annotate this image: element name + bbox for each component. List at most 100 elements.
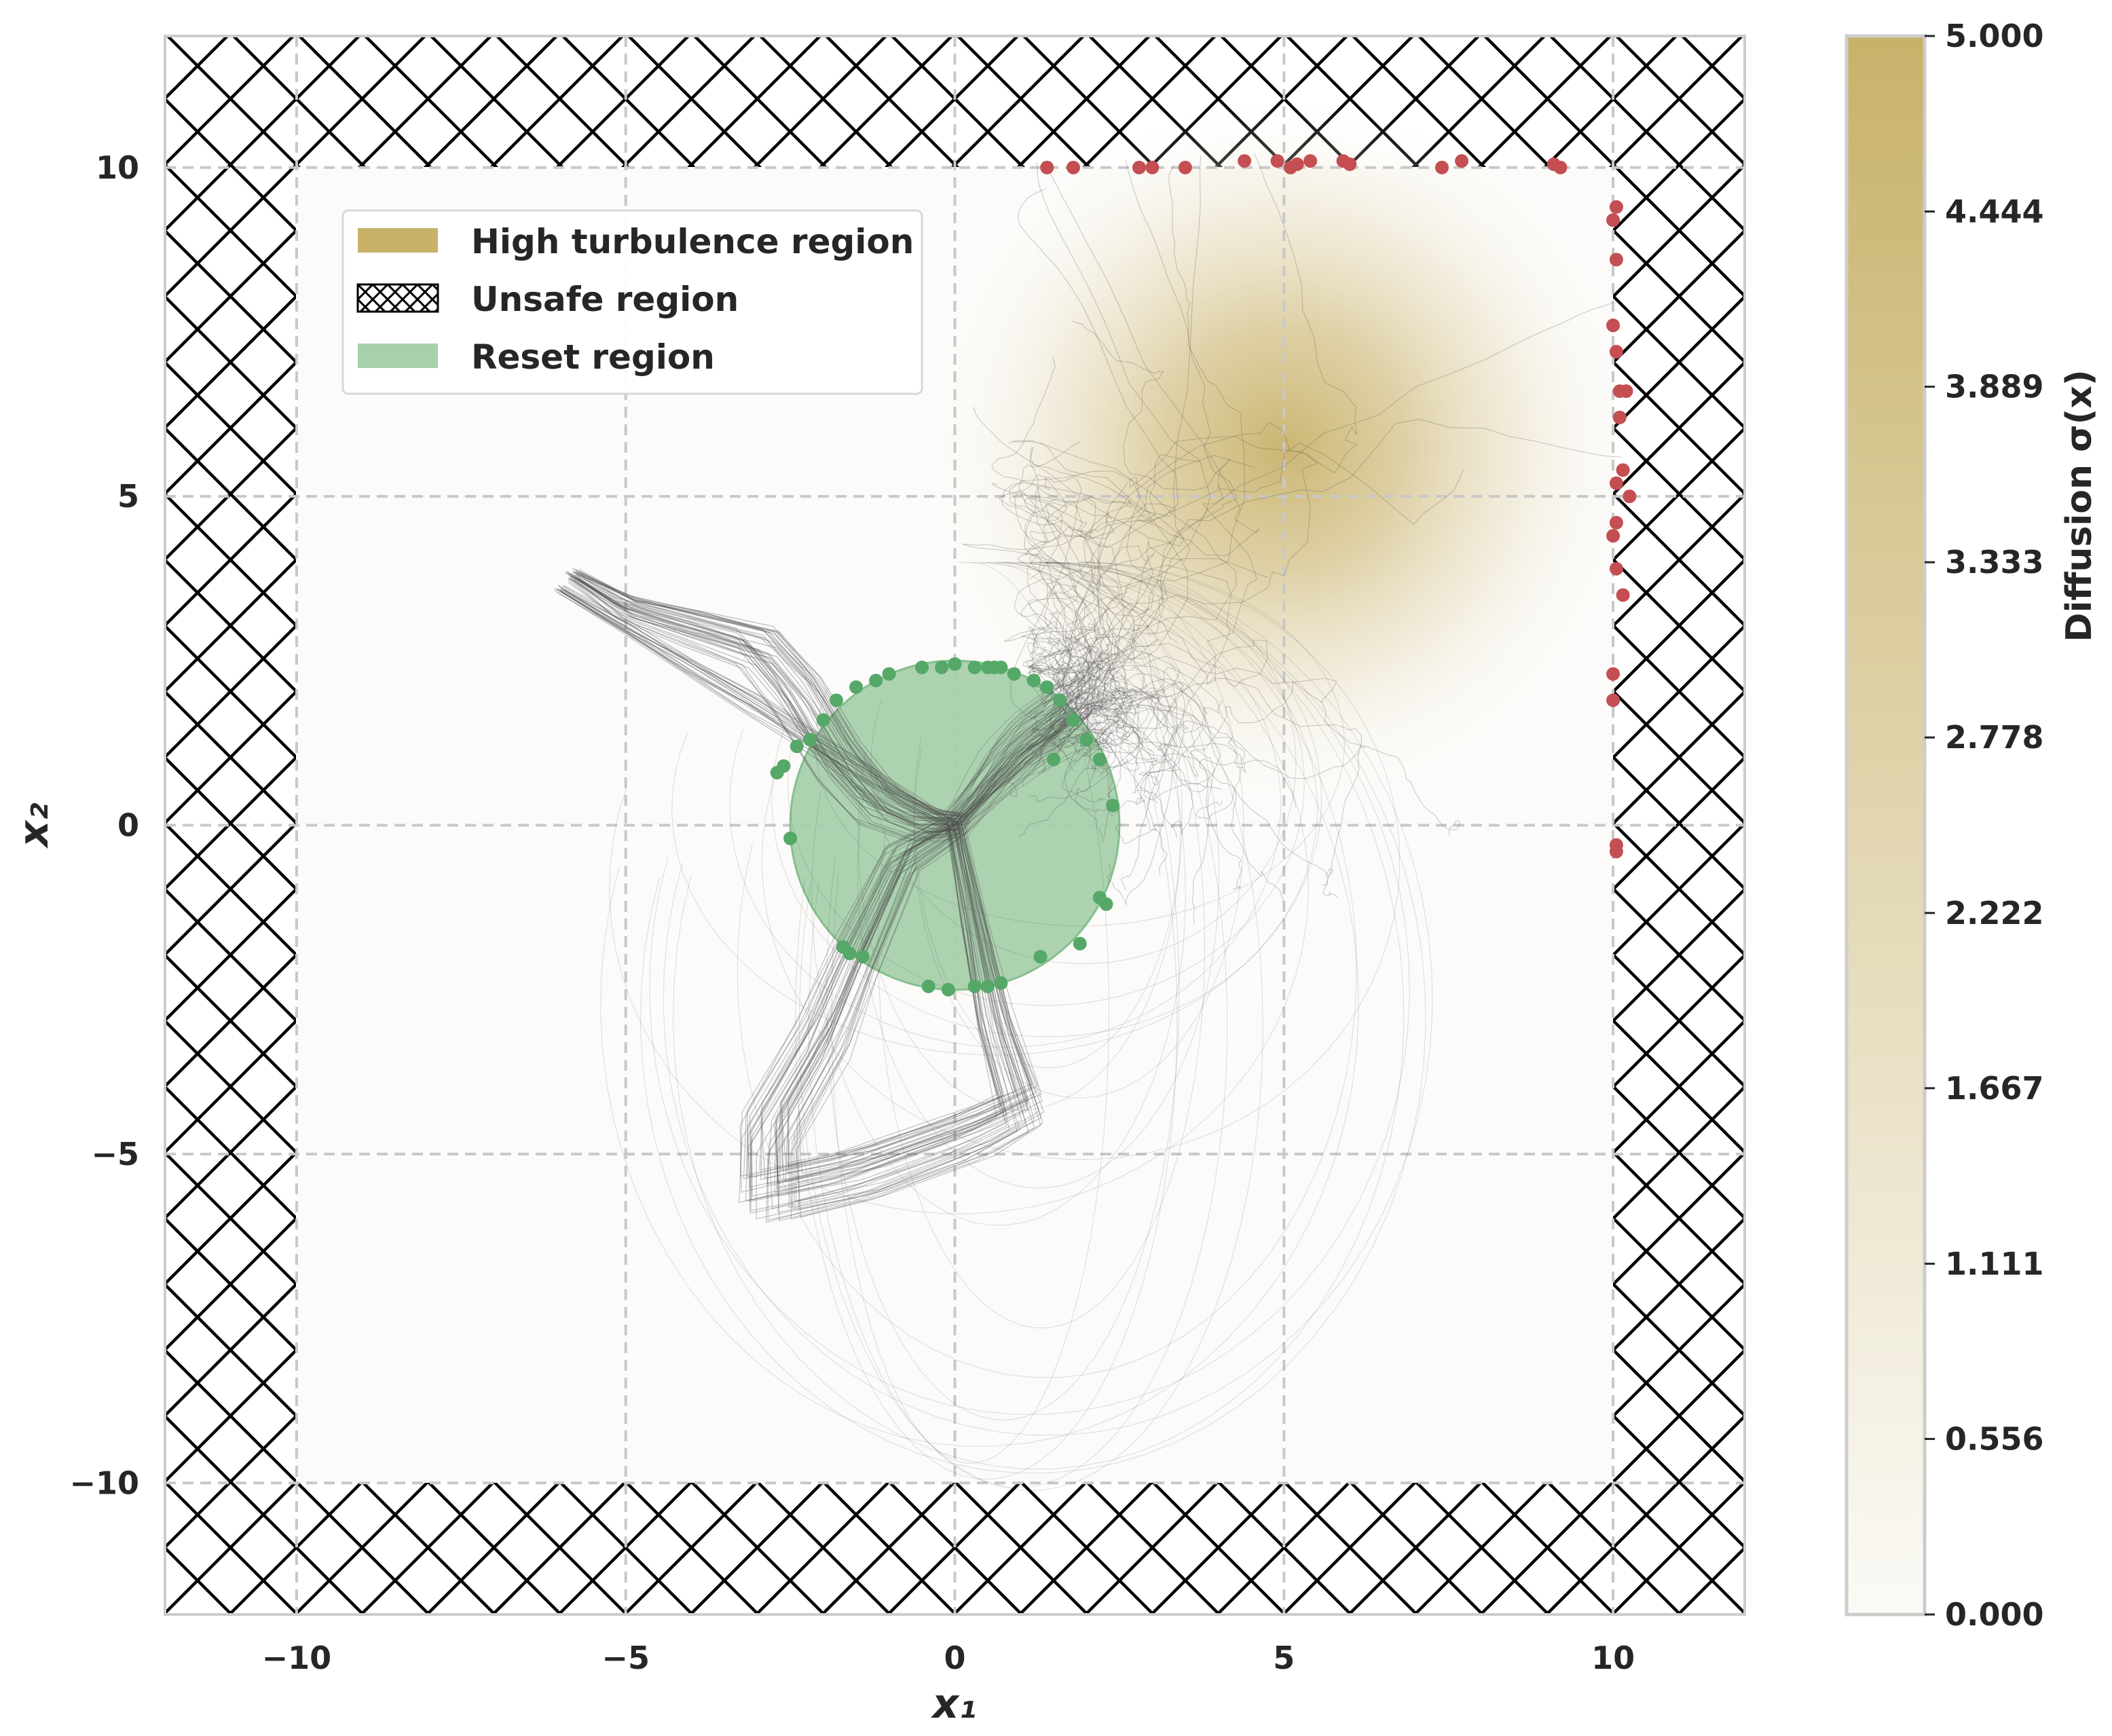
trajectory xyxy=(573,572,961,815)
trajectory xyxy=(870,561,1297,964)
trajectory xyxy=(576,577,961,832)
unsafe-endpoint xyxy=(1606,667,1620,681)
trajectory xyxy=(640,561,1426,1474)
unsafe-endpoint xyxy=(1343,157,1357,171)
trajectory xyxy=(576,570,967,817)
trajectory xyxy=(951,155,1202,833)
reset-endpoint xyxy=(829,693,843,707)
colorbar-tick-label: 1.667 xyxy=(1945,1070,2044,1107)
trajectory xyxy=(558,585,955,821)
trajectory xyxy=(579,574,965,823)
trajectory xyxy=(577,575,970,829)
trajectory xyxy=(913,561,1244,1098)
unsafe-endpoint xyxy=(1145,160,1160,174)
trajectory xyxy=(943,689,1179,832)
trajectory xyxy=(857,561,1220,1189)
x-tick-label: 10 xyxy=(1591,1640,1635,1676)
colorbar-tick-label: 0.556 xyxy=(1945,1420,2044,1457)
reset-endpoint xyxy=(869,673,883,688)
trajectory xyxy=(963,728,1284,902)
trajectory xyxy=(663,561,1433,1436)
trajectory xyxy=(798,817,1042,1174)
reset-endpoint xyxy=(994,661,1008,674)
trajectory xyxy=(953,644,1180,814)
trajectory xyxy=(773,821,1029,1188)
trajectory xyxy=(563,585,962,826)
colorbar-tick-label: 5.000 xyxy=(1945,18,2044,54)
trajectory xyxy=(568,578,948,833)
trajectory xyxy=(567,573,946,825)
trajectory xyxy=(964,422,1318,820)
y-tick-label: 10 xyxy=(96,149,139,186)
trajectory xyxy=(959,455,1255,824)
trajectory xyxy=(965,164,1245,815)
legend-label-unsafe: Unsafe region xyxy=(471,280,739,319)
colorbar-tick-label: 4.444 xyxy=(1945,193,2044,230)
unsafe-endpoint xyxy=(1290,157,1304,171)
trajectory xyxy=(776,832,1029,1221)
reset-endpoint xyxy=(1053,693,1067,707)
trajectory xyxy=(568,577,945,836)
trajectory xyxy=(560,589,949,826)
reset-endpoint xyxy=(994,976,1008,990)
reset-endpoint xyxy=(1040,680,1054,695)
reset-endpoint xyxy=(790,739,804,754)
trajectory xyxy=(795,561,1178,1479)
trajectory xyxy=(944,678,1206,831)
reset-endpoint xyxy=(783,831,798,845)
reset-endpoint xyxy=(915,661,929,674)
trajectory xyxy=(955,665,1178,838)
unsafe-endpoint xyxy=(1270,154,1284,168)
trajectory xyxy=(561,591,963,826)
reset-endpoint xyxy=(1073,936,1087,950)
trajectory xyxy=(574,574,957,826)
trajectory xyxy=(948,667,1223,817)
trajectory xyxy=(761,561,1401,1160)
plot-area xyxy=(164,35,1746,1616)
reset-endpoint xyxy=(1046,752,1060,767)
trajectory xyxy=(788,812,1039,1168)
trajectory xyxy=(944,627,1107,832)
reset-endpoint xyxy=(855,950,870,964)
trajectory xyxy=(749,817,1003,1178)
trajectory xyxy=(947,630,1268,826)
unsafe-endpoint xyxy=(1178,160,1192,174)
trajectory xyxy=(963,595,1119,836)
trajectory xyxy=(560,591,963,831)
trajectory xyxy=(831,561,1110,1464)
grid xyxy=(165,36,1745,1614)
trajectory xyxy=(572,568,957,813)
trajectory xyxy=(569,576,952,833)
trajectory xyxy=(574,568,965,814)
trajectory xyxy=(948,731,1138,838)
trajectory xyxy=(945,668,1367,832)
x-axis-ticks: −10 −5 0 5 10 xyxy=(262,1640,1635,1676)
trajectory xyxy=(959,356,1132,830)
reset-endpoint xyxy=(1007,667,1021,681)
trajectory xyxy=(942,702,1242,890)
trajectory xyxy=(574,576,959,830)
trajectory xyxy=(953,564,1232,891)
legend-label-turbulence: High turbulence region xyxy=(471,222,914,261)
trajectory xyxy=(950,724,1115,828)
trajectory xyxy=(947,441,1130,815)
trajectory xyxy=(963,159,1238,826)
trajectory xyxy=(557,588,959,826)
trajectory xyxy=(959,153,1358,830)
trajectory xyxy=(561,588,963,830)
trajectory xyxy=(945,692,1132,815)
trajectory xyxy=(737,561,1357,1378)
trajectory xyxy=(578,569,962,817)
legend-swatch-turbulence xyxy=(358,228,438,253)
trajectory xyxy=(961,682,1185,906)
trajectory xyxy=(561,588,958,821)
unsafe-endpoint xyxy=(1612,410,1627,424)
trajectory xyxy=(554,590,948,829)
trajectory xyxy=(771,561,1322,1037)
trajectory xyxy=(565,572,942,820)
trajectory xyxy=(965,678,1363,899)
trajectory xyxy=(952,653,1115,819)
trajectory xyxy=(671,561,1318,1056)
reset-endpoint xyxy=(1079,733,1094,747)
